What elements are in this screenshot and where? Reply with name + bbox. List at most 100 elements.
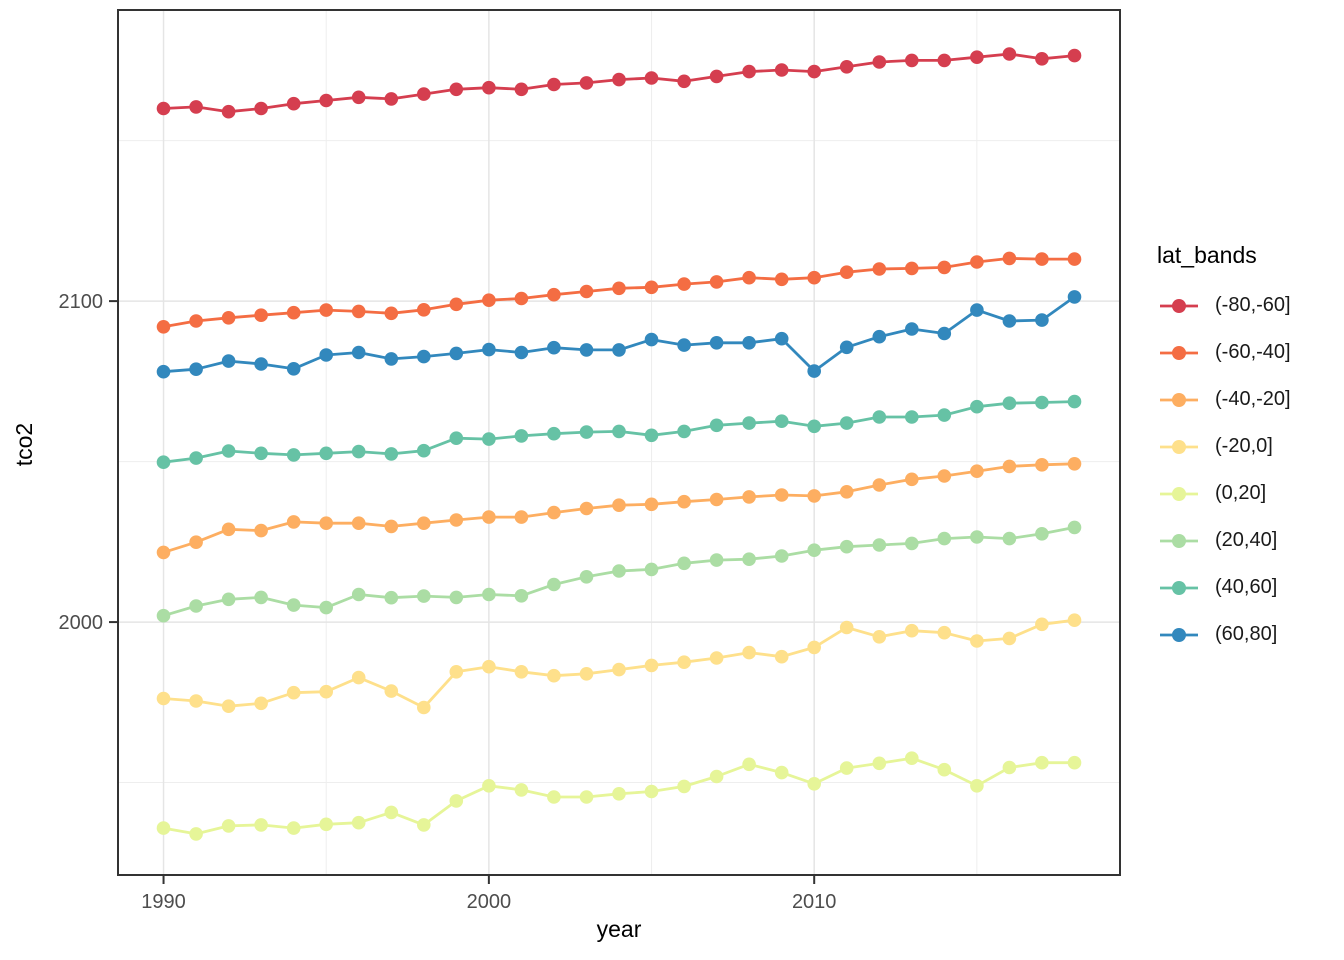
data-point [482, 779, 496, 793]
data-point [286, 305, 301, 320]
data-point [905, 536, 919, 551]
y-tick-label: 2000 [59, 612, 104, 634]
data-point [482, 293, 496, 308]
data-point [1002, 314, 1017, 328]
data-point [189, 535, 203, 549]
data-point [677, 556, 691, 571]
data-point [579, 343, 594, 357]
data-point [286, 685, 301, 700]
data-point [384, 684, 399, 698]
data-point [774, 272, 789, 287]
data-point [1002, 531, 1017, 546]
data-point [612, 281, 626, 296]
data-point [254, 446, 268, 461]
data-point [514, 82, 529, 97]
data-point [839, 265, 854, 280]
legend-key-icon [1160, 627, 1198, 642]
data-point [612, 787, 626, 801]
data-point [189, 694, 203, 708]
data-point [774, 765, 789, 780]
data-point [807, 640, 821, 655]
data-point [937, 762, 952, 777]
data-point [644, 428, 659, 443]
data-point [872, 262, 887, 276]
data-point [189, 100, 203, 114]
data-point [286, 515, 301, 529]
data-point [1002, 459, 1017, 474]
panel-border [117, 9, 1121, 876]
data-point [351, 304, 366, 319]
data-point [1035, 52, 1049, 66]
data-point [449, 590, 464, 605]
data-point [677, 74, 691, 89]
data-point [937, 531, 952, 546]
data-point [709, 769, 724, 784]
data-point [351, 444, 366, 459]
data-point [905, 472, 919, 487]
data-point [905, 261, 919, 276]
legend-item: (60,80] [1157, 611, 1291, 658]
data-point [384, 92, 399, 106]
legend-key-icon [1160, 392, 1198, 407]
data-point [286, 598, 301, 612]
data-point [579, 76, 594, 90]
data-point [319, 516, 334, 530]
data-point [677, 424, 691, 439]
data-point [417, 589, 431, 603]
data-point [872, 538, 887, 552]
data-point [417, 303, 431, 317]
legend-key-icon [1160, 439, 1198, 454]
data-point [319, 684, 334, 699]
data-point [839, 416, 854, 430]
data-point [449, 297, 464, 312]
legend-key-icon [1160, 345, 1198, 360]
data-point [189, 827, 203, 841]
data-point [872, 55, 887, 69]
data-point [742, 757, 756, 772]
data-point [612, 498, 626, 512]
data-point [807, 364, 821, 378]
data-point [482, 342, 496, 357]
legend-key-icon [1160, 486, 1198, 501]
data-point [254, 696, 268, 711]
data-point [937, 469, 952, 483]
legend-item: (-20,0] [1157, 423, 1291, 470]
data-point [742, 64, 756, 79]
data-point [644, 497, 659, 512]
data-point [839, 620, 854, 635]
data-point [1067, 457, 1082, 471]
data-point [319, 303, 334, 317]
data-point [807, 777, 821, 791]
data-point [774, 549, 789, 563]
data-point [937, 260, 952, 275]
data-point [612, 72, 626, 87]
data-point [1067, 755, 1082, 770]
data-point [514, 510, 529, 524]
data-point [709, 336, 724, 350]
data-point [905, 410, 919, 424]
data-point [839, 539, 854, 554]
data-point [221, 311, 236, 325]
data-point [839, 60, 854, 74]
data-point [774, 414, 789, 429]
data-point [644, 332, 659, 347]
data-point [579, 790, 594, 804]
legend-item-label: (-20,0] [1215, 435, 1273, 457]
data-point [156, 608, 171, 623]
legend-item-label: (60,80] [1215, 623, 1278, 645]
data-point [384, 519, 399, 534]
data-point [742, 490, 756, 504]
data-point [156, 101, 171, 116]
data-point [774, 331, 789, 346]
data-point [807, 419, 821, 434]
data-point [319, 600, 334, 615]
data-point [221, 522, 236, 537]
data-point [254, 590, 268, 605]
data-point [644, 280, 659, 295]
data-point [482, 432, 496, 446]
data-point [1067, 48, 1082, 63]
data-point [970, 530, 984, 544]
data-point [351, 670, 366, 685]
legend-item-label: (0,20] [1215, 482, 1267, 504]
